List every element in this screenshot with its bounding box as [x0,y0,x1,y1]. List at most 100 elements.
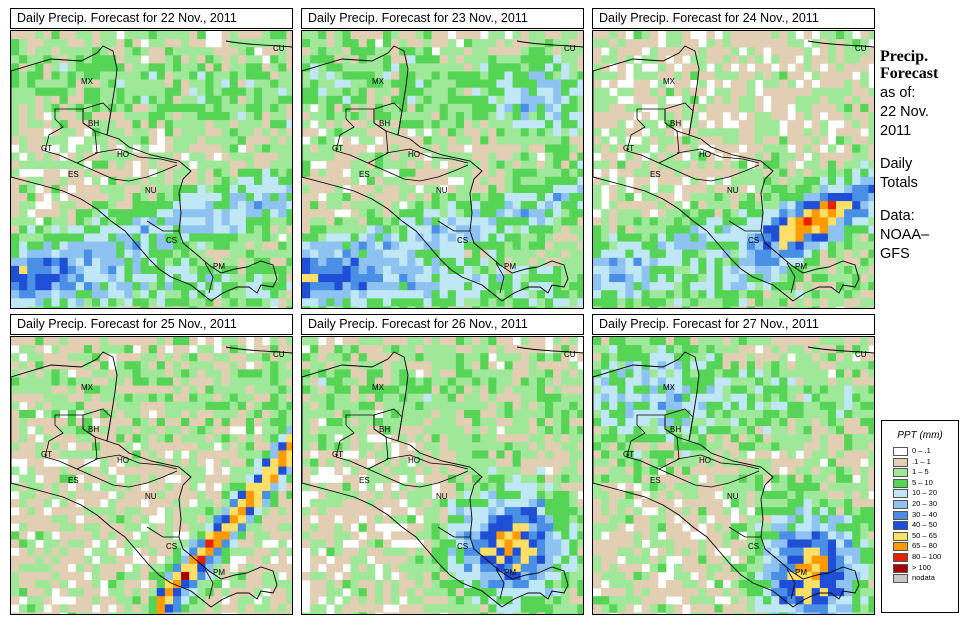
precip-cell [205,523,214,532]
precip-cell [140,176,150,186]
precip-cell [415,353,424,362]
precip-cell [286,588,292,597]
precip-cell [132,507,141,516]
precip-cell [302,257,311,267]
precip-cell [763,160,772,170]
precip-cell [455,209,465,218]
precip-cell [205,361,214,370]
precip-cell [755,241,764,251]
precip-cell [19,39,28,48]
precip-cell [92,71,101,80]
precip-cell [779,152,788,161]
precip-cell [181,209,190,218]
precip-cell [83,499,93,508]
precip-cell [374,385,384,395]
precip-cell [415,209,424,218]
precip-cell [124,39,133,48]
precip-cell [11,499,20,508]
precip-cell [116,345,125,354]
precip-cell [140,241,150,251]
precip-cell [278,507,287,516]
precip-cell [189,547,198,557]
precip-cell [795,176,804,186]
precip-cell [601,298,610,307]
precip-cell [19,217,28,226]
precip-cell [108,418,117,427]
precip-cell [116,426,125,435]
precip-cell [100,490,109,500]
precip-cell [674,249,683,259]
precip-cell [447,193,457,202]
precip-cell [132,418,141,427]
precip-cell [254,466,263,476]
precip-cell [270,257,279,267]
country-border [437,220,470,232]
precip-cell [132,490,141,500]
precip-cell [609,257,618,267]
precip-cell [844,217,853,226]
precip-cell [51,257,60,267]
precip-cell [698,184,707,194]
precip-cell [472,265,481,275]
precip-cell [504,265,513,275]
precip-cell [229,39,239,48]
precip-cell [569,63,578,72]
precip-cell [779,193,788,202]
precip-cell [83,39,93,48]
precip-cell [132,31,141,40]
precip-cell [334,377,343,386]
precip-cell [464,361,473,370]
precip-cell [536,345,546,354]
precip-cell [164,168,174,178]
precip-cell [278,103,287,113]
precip-cell [197,274,206,283]
precip-cell [342,217,351,226]
precip-cell [229,434,239,443]
precip-cell [197,225,206,234]
precip-cell [43,257,52,267]
precip-cell [326,217,335,226]
precip-cell [682,144,691,153]
precip-cell [254,458,263,467]
precip-cell [763,209,772,218]
precip-cell [803,265,813,275]
precip-cell [827,112,837,121]
precip-cell [310,79,319,89]
precip-cell [108,103,117,113]
precip-cell [213,377,222,386]
precip-cell [173,507,182,516]
precip-cell [302,103,311,113]
precip-cell [690,201,699,210]
precip-cell [92,490,101,500]
precip-cell [310,361,319,370]
precip-cell [763,282,772,291]
precip-cell [181,490,190,500]
precip-cell [140,63,150,72]
precip-cell [100,63,109,72]
precip-cell [569,112,578,121]
precip-cell [779,144,788,153]
precip-cell [59,507,69,516]
precip-cell [213,95,222,105]
precip-cell [779,209,788,218]
precip-cell [262,409,271,419]
precip-cell [868,55,874,64]
precip-cell [827,63,837,72]
precip-cell [609,47,618,56]
precip-cell [286,418,292,427]
precip-cell [27,515,36,524]
precip-cell [738,233,748,242]
precip-cell [278,393,287,403]
precip-cell [213,555,222,565]
precip-cell [11,120,20,129]
precip-cell [439,71,449,80]
precip-cell [67,337,77,346]
precip-cell [350,401,360,411]
precip-cell [561,55,570,64]
precip-cell [229,112,239,121]
precip-cell [722,217,732,226]
precip-cell [254,152,263,161]
precip-cell [326,95,335,105]
precip-cell [464,39,473,48]
